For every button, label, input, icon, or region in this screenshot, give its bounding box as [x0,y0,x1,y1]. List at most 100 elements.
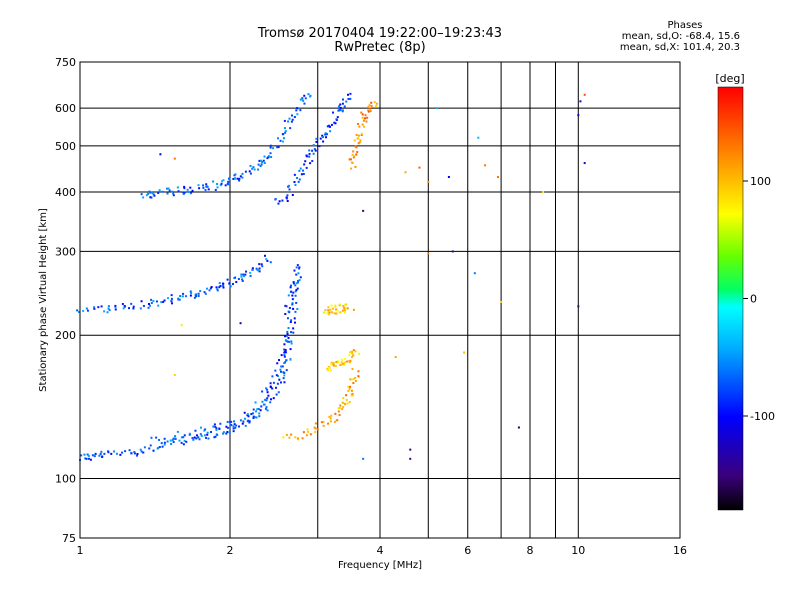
data-point [427,252,430,255]
y-tick-label: 400 [55,186,76,199]
data-point [166,187,169,190]
data-point [160,301,163,304]
data-point [322,420,325,423]
data-point [163,441,166,444]
data-point [161,445,164,448]
data-point [200,434,203,437]
data-point [86,453,89,456]
data-point [233,277,236,280]
data-point [301,437,304,440]
data-point [239,322,242,325]
data-point [158,438,161,441]
data-point [294,310,297,313]
data-point [255,267,258,270]
phase-stats-o: mean, sd,O: -68.4, 15.6 [621,31,740,42]
data-point [216,183,219,186]
data-point [258,270,261,273]
data-point [274,197,277,200]
data-point [334,412,337,415]
data-point [352,349,355,352]
data-point [232,425,235,428]
data-point [219,422,222,425]
colorbar-tick-label: 0 [750,293,757,306]
data-point [132,307,135,310]
data-point [283,362,286,365]
data-point [356,122,359,125]
data-point [409,457,412,460]
data-point [341,102,344,105]
data-point [266,259,269,262]
data-point [366,116,369,119]
data-point [263,403,266,406]
x-tick-label: 6 [464,544,471,557]
data-point [289,348,292,351]
data-point [325,133,328,136]
data-point [270,398,273,401]
data-point [375,102,378,105]
data-point [315,137,318,140]
data-point [292,291,295,294]
data-point [354,165,357,168]
data-point [329,417,332,420]
data-point [253,168,256,171]
data-point [272,147,275,150]
data-point [258,415,261,418]
data-point [349,97,352,100]
data-point [108,309,111,312]
data-point [322,136,325,139]
data-point [285,305,288,308]
data-point [282,377,285,380]
data-point [327,422,330,425]
data-point [180,436,183,439]
data-point [289,286,292,289]
data-point [299,109,302,112]
data-point [258,263,261,266]
data-point [289,320,292,323]
data-point [249,274,252,277]
data-point [290,284,293,287]
data-point [354,145,357,148]
data-point [269,261,272,264]
data-point [178,439,181,442]
data-point [107,307,110,310]
data-point [158,189,161,192]
data-point [203,434,206,437]
data-point [287,310,290,313]
data-point [348,158,351,161]
data-point [244,424,247,427]
data-point [298,279,301,282]
data-point [101,455,104,458]
data-point [343,105,346,108]
data-point [330,414,333,417]
data-point [229,285,232,288]
data-point [291,193,294,196]
data-point [337,109,340,112]
data-point [289,127,292,130]
data-point [88,457,91,460]
data-point [360,111,363,114]
data-point [260,405,263,408]
data-point [334,364,337,367]
data-point [222,286,225,289]
data-point [207,437,210,440]
data-point [278,200,281,203]
data-point [170,299,173,302]
data-point [409,448,412,451]
data-point [174,437,177,440]
data-point [84,457,87,460]
data-point [291,118,294,121]
data-point [350,394,353,397]
data-point [296,107,299,110]
y-tick-label: 75 [62,532,76,545]
data-point [143,446,146,449]
data-point [348,354,351,357]
data-point [367,109,370,112]
data-point [266,397,269,400]
data-point [292,331,295,334]
data-point [238,425,241,428]
data-point [202,186,205,189]
data-point [254,416,257,419]
data-point [261,400,264,403]
data-point [353,139,356,142]
data-point [285,196,288,199]
